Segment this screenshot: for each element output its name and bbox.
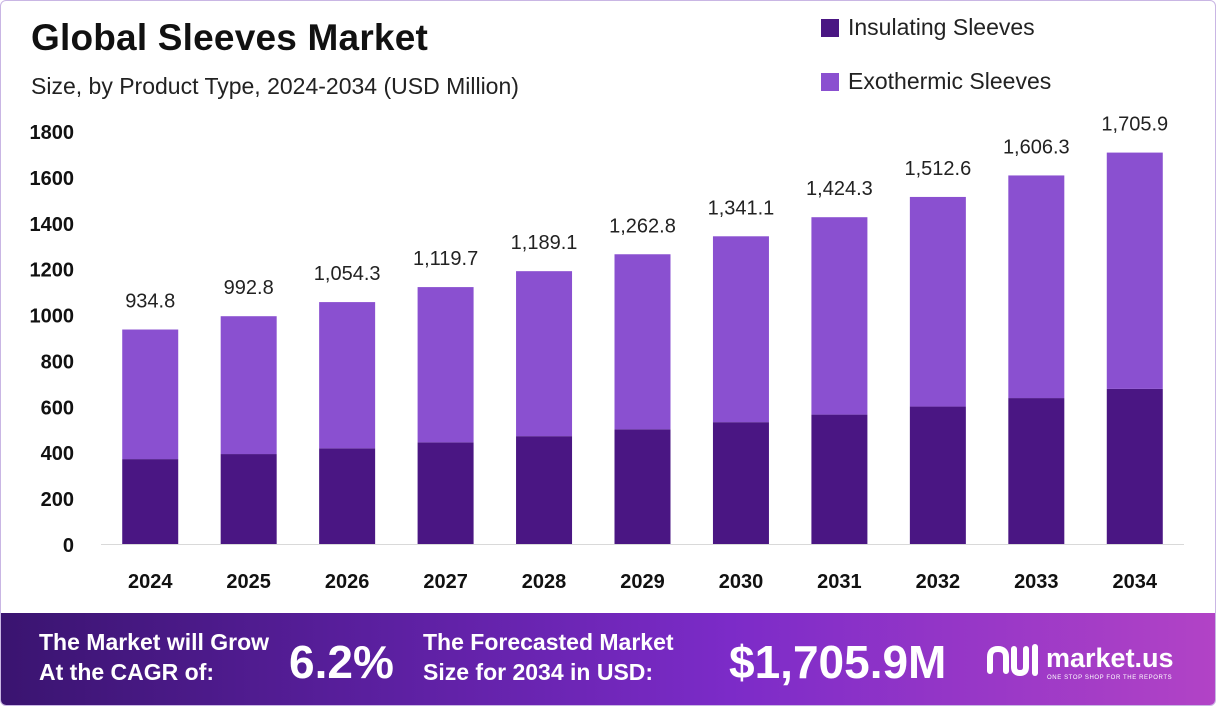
bar-exothermic-2025 (220, 316, 277, 455)
cagr-value: 6.2% (289, 636, 394, 688)
x-tick-label-2030: 2030 (719, 571, 764, 593)
y-tick-label: 1800 (30, 122, 75, 144)
bar-exothermic-2034 (1106, 152, 1163, 389)
bar-exothermic-2031 (811, 217, 868, 415)
y-tick-label: 1600 (30, 168, 75, 190)
x-tick-label-2027: 2027 (423, 571, 468, 593)
x-tick-label-2034: 2034 (1113, 571, 1158, 593)
market-us-logo-icon (987, 644, 1038, 677)
bar-total-label-2033: 1,606.3 (1003, 136, 1070, 158)
cagr-label: The Market will Grow At the CAGR of: (39, 627, 269, 687)
legend-swatch-exothermic (821, 73, 839, 91)
bar-total-label-2031: 1,424.3 (806, 178, 873, 200)
y-tick-label: 200 (41, 489, 74, 511)
x-tick-label-2025: 2025 (226, 571, 271, 593)
x-tick-label-2029: 2029 (620, 571, 665, 593)
chart-title: Global Sleeves Market (31, 17, 428, 58)
bar-insulating-2027 (417, 442, 474, 544)
bar-insulating-2026 (319, 448, 376, 544)
bar-insulating-2031 (811, 414, 868, 544)
bar-insulating-2029 (614, 429, 671, 544)
forecast-value: $1,705.9M (729, 636, 947, 688)
bar-total-label-2030: 1,341.1 (708, 197, 775, 219)
bar-chart: 0 200 400 600 800 1000 1200 1400 1600 1800 934.8 20… (30, 114, 1184, 593)
chart-subtitle: Size, by Product Type, 2024-2034 (USD Mi… (31, 73, 519, 99)
bar-total-label-2032: 1,512.6 (904, 158, 971, 180)
bar-insulating-2028 (516, 436, 573, 544)
bar-exothermic-2033 (1008, 175, 1065, 399)
x-tick-label-2024: 2024 (128, 571, 173, 593)
bar-exothermic-2028 (516, 271, 573, 437)
bar-exothermic-2029 (614, 254, 671, 430)
bar-exothermic-2032 (909, 196, 966, 407)
bar-total-label-2034: 1,705.9 (1101, 114, 1168, 136)
legend-swatch-insulating (821, 19, 839, 37)
bar-total-label-2026: 1,054.3 (314, 263, 381, 285)
bar-total-label-2028: 1,189.1 (511, 232, 578, 254)
bar-insulating-2032 (909, 406, 966, 544)
bar-total-label-2024: 934.8 (125, 291, 175, 313)
brand-name: market.us (1046, 643, 1174, 673)
bar-insulating-2033 (1008, 398, 1065, 544)
y-tick-label: 1200 (30, 260, 75, 282)
forecast-label-line-2: Size for 2034 in USD: (423, 659, 654, 685)
forecast-label: The Forecasted Market Size for 2034 in U… (423, 627, 674, 687)
y-tick-label: 600 (41, 397, 74, 419)
bar-total-label-2027: 1,119.7 (413, 248, 478, 270)
summary-footer: The Market will Grow At the CAGR of: 6.2… (1, 613, 1215, 705)
bar-insulating-2034 (1106, 388, 1163, 544)
bar-total-label-2025: 992.8 (224, 277, 274, 299)
x-tick-label-2033: 2033 (1014, 571, 1059, 593)
legend-label-insulating: Insulating Sleeves (848, 14, 1035, 40)
forecast-label-line-1: The Forecasted Market (423, 629, 674, 655)
bar-total-label-2029: 1,262.8 (609, 215, 676, 237)
cagr-label-line-2: At the CAGR of: (39, 659, 215, 685)
bar-exothermic-2030 (712, 236, 769, 423)
y-tick-label: 0 (63, 535, 74, 557)
x-tick-label-2028: 2028 (522, 571, 567, 593)
bar-insulating-2030 (712, 422, 769, 544)
bar-exothermic-2024 (122, 329, 179, 460)
y-tick-label: 800 (41, 351, 74, 373)
bar-insulating-2024 (122, 459, 179, 544)
bar-exothermic-2027 (417, 287, 474, 443)
bar-exothermic-2026 (319, 302, 376, 449)
y-tick-label: 1400 (30, 214, 75, 236)
x-tick-label-2031: 2031 (817, 571, 862, 593)
cagr-label-line-1: The Market will Grow (39, 629, 270, 655)
brand-tagline: ONE STOP SHOP FOR THE REPORTS (1047, 675, 1173, 681)
legend-label-exothermic: Exothermic Sleeves (848, 68, 1052, 94)
y-tick-label: 1000 (30, 306, 75, 328)
x-tick-label-2032: 2032 (916, 571, 961, 593)
bar-insulating-2025 (220, 454, 277, 544)
x-tick-label-2026: 2026 (325, 571, 370, 593)
y-tick-label: 400 (41, 443, 74, 465)
